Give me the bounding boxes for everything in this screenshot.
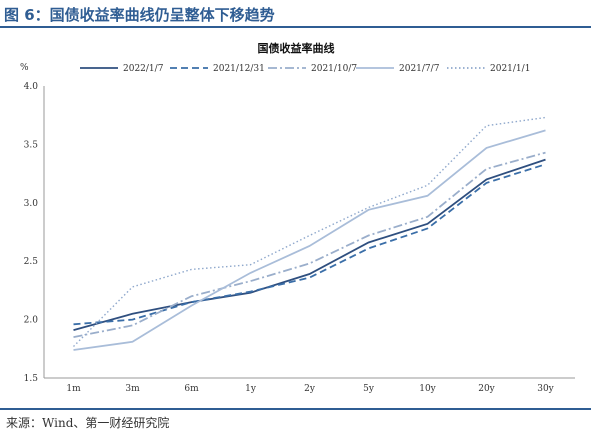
y-tick-label: 3.0 — [24, 199, 39, 209]
series-line-2021-10-7 — [73, 151, 546, 338]
legend-label: 2021/10/7 — [311, 64, 357, 74]
figure-title: 图 6：国债收益率曲线仍呈整体下移趋势 — [4, 6, 275, 24]
y-tick-label: 2.5 — [24, 257, 39, 267]
series-line-2021-7-7 — [73, 129, 546, 351]
footer-divider — [0, 408, 591, 410]
series-line-2021-1-1 — [73, 116, 546, 347]
x-tick-label: 5y — [363, 384, 375, 394]
legend-label: 2021/12/31 — [213, 64, 265, 74]
legend-label: 2022/1/7 — [123, 64, 164, 74]
x-tick-label: 3m — [125, 384, 140, 394]
x-tick-label: 1m — [66, 384, 81, 394]
figure-header: 图 6：国债收益率曲线仍呈整体下移趋势 — [0, 0, 591, 28]
chart-legend: 2022/1/7 2021/12/31 2021/10/7 2021/7/7 2021/… — [80, 64, 530, 74]
series-line-2021-12-31 — [73, 163, 546, 326]
series-line-2022-1-7 — [73, 158, 546, 331]
y-tick-label: 2.0 — [24, 316, 39, 326]
legend-label: 2021/1/1 — [490, 64, 530, 74]
series-layer — [73, 116, 546, 351]
x-tick-label: 20y — [478, 384, 495, 394]
x-tick-label: 1y — [245, 384, 257, 394]
y-tick-label: 4.0 — [24, 82, 39, 92]
y-axis: 1.5 2.0 2.5 3.0 3.5 4.0 — [24, 82, 45, 384]
x-tick-label: 30y — [537, 384, 554, 394]
chart-title: 国债收益率曲线 — [258, 41, 335, 55]
legend-label: 2021/7/7 — [399, 64, 440, 74]
x-tick-label: 10y — [419, 384, 436, 394]
y-tick-label: 1.5 — [24, 374, 39, 384]
y-tick-label: 3.5 — [24, 140, 39, 150]
yield-curve-chart: 国债收益率曲线 % 2022/1/7 2021/12/31 2021/10/7 202… — [20, 41, 575, 394]
x-tick-label: 2y — [304, 384, 316, 394]
figure-source: 来源：Wind、第一财经研究院 — [6, 416, 170, 430]
y-axis-unit-label: % — [20, 63, 29, 73]
x-tick-label: 6m — [184, 384, 199, 394]
x-axis: 1m 3m 6m 1y 2y 5y 10y 20y 30y — [44, 377, 575, 394]
